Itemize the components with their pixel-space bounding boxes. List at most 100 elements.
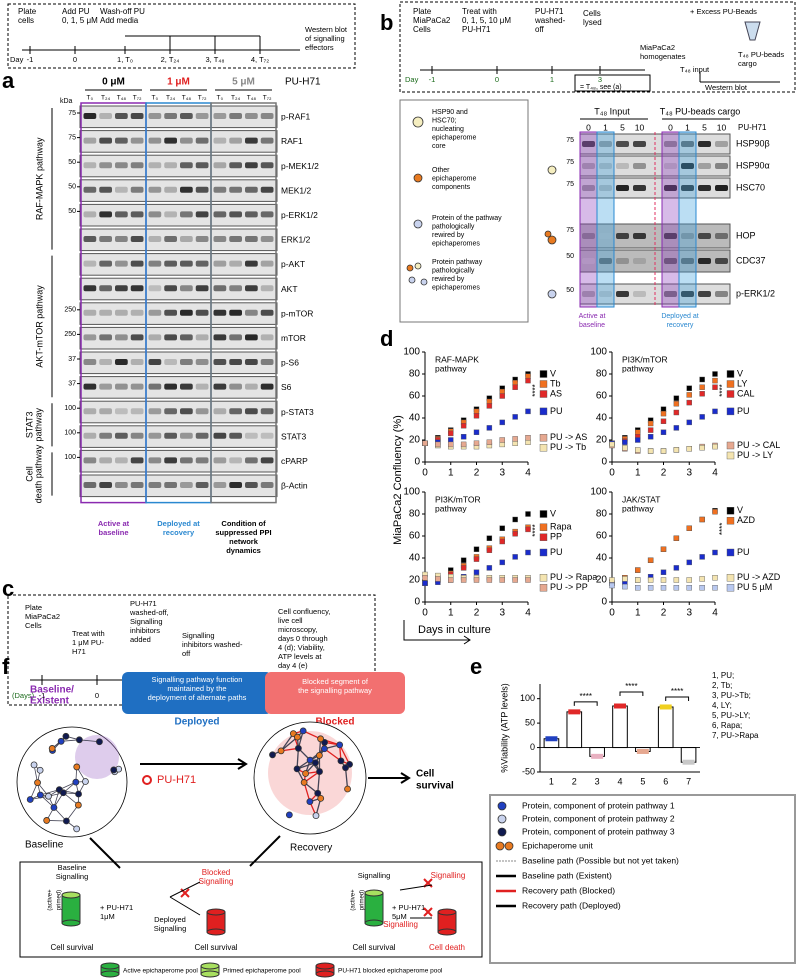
marker — [673, 535, 680, 541]
x-tick-label: 4 — [712, 468, 718, 479]
marker — [499, 525, 505, 531]
annotation: **** — [531, 384, 540, 396]
marker — [660, 418, 667, 424]
blot-band — [245, 285, 258, 292]
blot-strip — [79, 179, 278, 202]
blot-band — [130, 432, 144, 439]
label: Plate — [25, 603, 42, 612]
blot-band — [130, 383, 144, 390]
label: 75 — [566, 227, 574, 234]
blot-band — [229, 482, 242, 488]
pool-top — [364, 889, 384, 897]
label: Cell — [416, 769, 435, 780]
blot-band — [99, 457, 112, 464]
label: 4 (d); Viability, — [278, 643, 325, 652]
label: 0 μM — [102, 77, 125, 88]
marker — [686, 577, 692, 583]
node — [547, 289, 557, 299]
blot-band — [130, 186, 144, 193]
blot-band — [99, 334, 112, 341]
node — [495, 841, 505, 851]
marker — [673, 565, 680, 571]
label: Baseline/ — [30, 685, 74, 696]
blot-band — [229, 359, 242, 365]
marker — [660, 429, 667, 435]
y-tick-label: -50 — [522, 766, 535, 776]
blot-band — [681, 141, 694, 147]
marker — [512, 436, 518, 442]
blot-band — [213, 432, 227, 439]
marker — [422, 575, 428, 581]
blot-band — [115, 383, 128, 390]
drug-ring — [142, 775, 152, 785]
blot-band — [164, 162, 177, 169]
marker — [712, 377, 718, 384]
label: 75 — [566, 159, 574, 166]
blot-band — [130, 285, 144, 292]
annotation: **** — [671, 687, 683, 696]
marker — [622, 445, 628, 451]
legend-label: V — [550, 368, 556, 378]
label: RAF1 — [281, 136, 303, 146]
blot-band — [148, 285, 162, 292]
label: microscopy, — [278, 625, 317, 634]
marker — [448, 441, 454, 448]
blot-band — [195, 457, 209, 464]
label: S6 — [281, 382, 292, 392]
label: Cell — [24, 466, 34, 482]
x-tick-label: 3 — [686, 468, 692, 479]
blot-band — [99, 162, 112, 169]
marker — [460, 557, 467, 563]
label: PU-H71 — [285, 77, 321, 88]
blot-band — [115, 236, 128, 242]
label: (active+ — [48, 889, 54, 911]
marker — [460, 577, 467, 583]
blot-band — [195, 186, 209, 193]
marker — [422, 440, 428, 446]
marker — [622, 439, 628, 445]
blot-band — [148, 137, 162, 144]
marker — [660, 569, 667, 575]
blot-band — [180, 383, 193, 390]
y-tick-label: 100 — [520, 693, 535, 703]
marker — [525, 549, 531, 556]
label: Deployed — [174, 717, 219, 728]
marker — [673, 395, 680, 401]
chart-title: pathway — [622, 363, 654, 373]
blot-band — [213, 260, 227, 267]
blot-strip — [79, 253, 278, 276]
label: MiaPaCa2 Confluency (%) — [392, 415, 404, 545]
legend-label: 1, PU; — [712, 671, 734, 680]
legend-swatch — [539, 533, 548, 541]
legend-label: V — [737, 505, 743, 515]
pool-bottom — [437, 928, 457, 936]
marker — [486, 425, 493, 431]
label: STAT3 — [281, 431, 306, 441]
deployed-box — [122, 672, 272, 714]
y-tick-label: 0 — [530, 742, 535, 752]
label: homogenates — [640, 52, 686, 61]
y-tick-label: 60 — [596, 391, 608, 402]
label: off — [182, 649, 191, 658]
blot-band — [260, 408, 274, 415]
label: epichaperome — [432, 175, 476, 182]
label: Signalling — [383, 920, 418, 929]
pool-bottom — [100, 970, 120, 978]
marker — [486, 403, 493, 409]
legend-label: PU -> Tb — [550, 442, 586, 452]
label: T₀ — [217, 95, 224, 102]
x-tick-label: 4 — [712, 608, 718, 619]
timeline-box — [7, 3, 356, 69]
blot-band — [715, 185, 728, 191]
blot-band — [130, 211, 144, 218]
legend-label: PU -> CAL — [737, 440, 780, 450]
pool-cylinder — [364, 892, 384, 924]
label: pathologically — [432, 267, 475, 274]
label: (Days) — [12, 691, 35, 700]
pool-top — [437, 908, 457, 916]
node — [497, 814, 507, 824]
blot-band — [229, 432, 242, 439]
blot-band — [99, 113, 112, 119]
network-edge — [324, 748, 342, 762]
legend-label: PU -> AS — [550, 432, 587, 442]
